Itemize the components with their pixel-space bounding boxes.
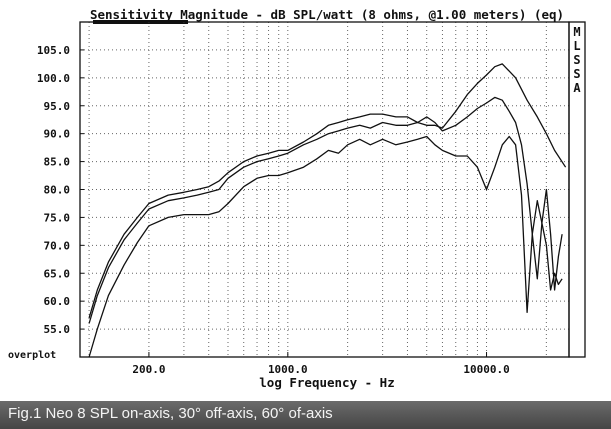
- grid: [80, 22, 569, 357]
- x-axis-label: log Frequency - Hz: [259, 375, 394, 390]
- y-tick-label: 65.0: [44, 267, 71, 280]
- figure-caption-bar: Fig.1 Neo 8 SPL on-axis, 30° off-axis, 6…: [0, 401, 611, 429]
- y-tick-label: 75.0: [44, 211, 71, 224]
- side-label-letter: L: [573, 39, 580, 53]
- chart-title: Sensitivity Magnitude - dB SPL/watt (8 o…: [90, 7, 564, 22]
- x-tick-label: 200.0: [132, 363, 165, 376]
- side-label-letter: S: [573, 67, 580, 81]
- y-tick-label: 100.0: [37, 72, 70, 85]
- y-tick-label: 95.0: [44, 100, 71, 113]
- y-tick-label: 70.0: [44, 239, 71, 252]
- y-tick-label: 80.0: [44, 184, 71, 197]
- y-tick-label: 60.0: [44, 295, 71, 308]
- series-line-3: [88, 135, 563, 358]
- y-tick-label: 85.0: [44, 156, 71, 169]
- side-panel: [568, 21, 586, 358]
- series-group: [88, 63, 567, 358]
- series-line-1: [88, 63, 567, 319]
- x-axis-ticks: 200.0 1000.0 10000.0: [132, 352, 510, 376]
- side-label-letter: A: [573, 81, 581, 95]
- side-label-letter: S: [573, 53, 580, 67]
- y-tick-label: 90.0: [44, 128, 71, 141]
- spl-chart: Sensitivity Magnitude - dB SPL/watt (8 o…: [8, 7, 586, 390]
- y-tick-label: 105.0: [37, 44, 70, 57]
- overplot-label: overplot: [8, 350, 56, 361]
- y-axis-ticks: 55.0 60.0 65.0 70.0 75.0 80.0 85.0 90.0 95.0 100.…: [37, 44, 84, 336]
- series-line-2: [88, 96, 563, 324]
- y-tick-label: 55.0: [44, 323, 71, 336]
- x-tick-label: 1000.0: [268, 363, 308, 376]
- side-label-letter: M: [573, 25, 580, 39]
- figure-caption: Fig.1 Neo 8 SPL on-axis, 30° off-axis, 6…: [8, 405, 333, 422]
- x-tick-label: 10000.0: [463, 363, 509, 376]
